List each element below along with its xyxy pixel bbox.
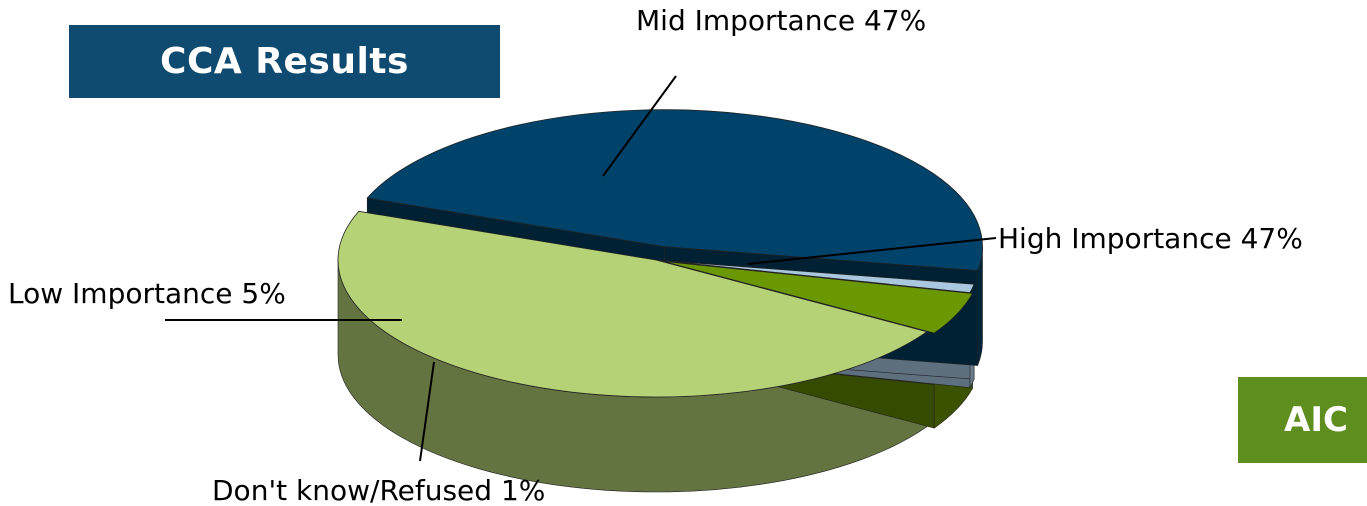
chart-title-box: CCA Results bbox=[69, 25, 500, 98]
leader-line-1 bbox=[602, 75, 677, 177]
leader-line-3 bbox=[419, 361, 435, 462]
slice-label-2: Low Importance 5% bbox=[8, 277, 286, 310]
leader-line-0 bbox=[747, 237, 997, 265]
corner-badge-text: AIC bbox=[1284, 400, 1348, 440]
pie-slice-mid-importance bbox=[337, 210, 928, 398]
pie-slice-high-importance bbox=[366, 109, 983, 271]
slice-label-1: Mid Importance 47% bbox=[636, 4, 926, 37]
slice-label-0: High Importance 47% bbox=[998, 222, 1303, 255]
corner-badge: AIC bbox=[1238, 377, 1367, 463]
slice-labels: High Importance 47% Mid Importance 47% Low… bbox=[8, 4, 1303, 506]
slice-label-3: Don't know/Refused 1% bbox=[212, 474, 545, 506]
chart-title: CCA Results bbox=[160, 41, 409, 82]
pie-slice-don-t-know-refused bbox=[660, 260, 975, 294]
pie-tops bbox=[337, 109, 983, 398]
leader-lines bbox=[165, 75, 997, 462]
pie-slice-low-importance bbox=[663, 260, 974, 334]
